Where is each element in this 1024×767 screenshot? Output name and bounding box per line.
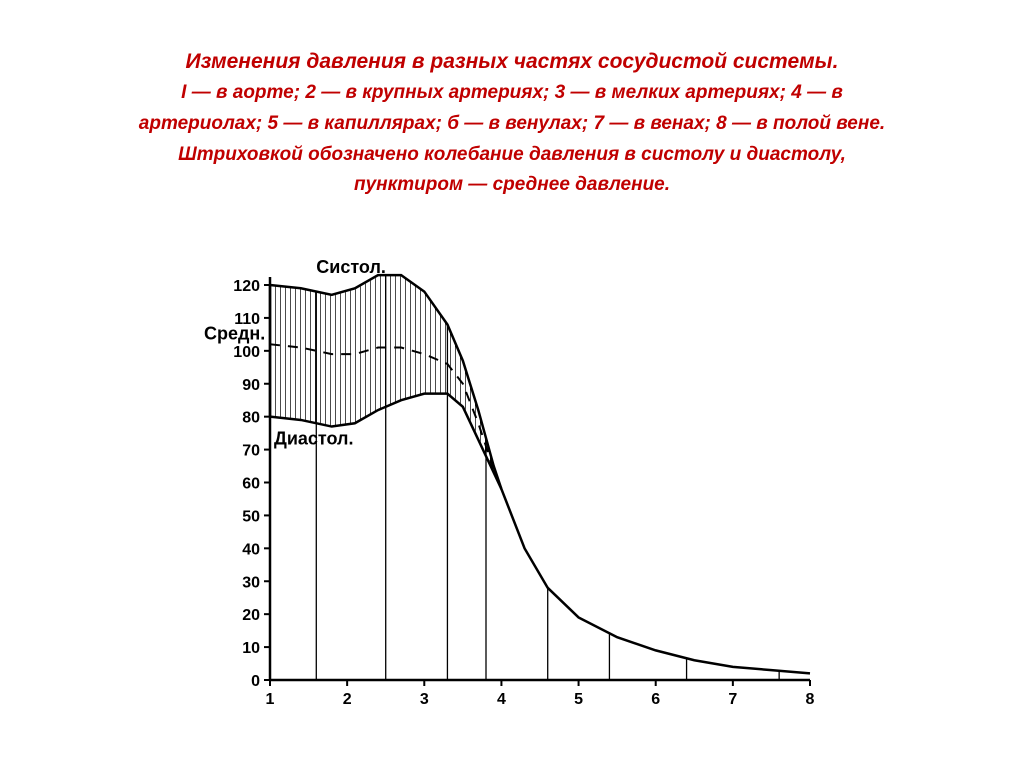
title-sub-1: I — в аорте; 2 — в крупных артериях; 3 —… xyxy=(40,80,984,107)
ytick-label: 100 xyxy=(233,344,260,361)
pressure-chart: 010203040506070809010011012012345678Сист… xyxy=(200,255,840,725)
diastolic-label: Диастол. xyxy=(274,429,353,449)
ytick-label: 50 xyxy=(242,508,260,525)
xtick-label: 1 xyxy=(266,691,275,708)
ytick-label: 60 xyxy=(242,476,260,493)
xtick-label: 7 xyxy=(728,691,737,708)
title-sub-2: артериолах; 5 — в капиллярах; б — в вену… xyxy=(40,111,984,138)
ytick-label: 90 xyxy=(242,377,260,394)
xtick-label: 8 xyxy=(806,691,815,708)
title-sub-4: пунктиром — среднее давление. xyxy=(40,172,984,199)
ytick-label: 30 xyxy=(242,574,260,591)
systolic-label: Систол. xyxy=(316,257,386,277)
ytick-label: 10 xyxy=(242,640,260,657)
ytick-label: 40 xyxy=(242,541,260,558)
xtick-label: 3 xyxy=(420,691,429,708)
title-main: Изменения давления в разных частях сосуд… xyxy=(40,48,984,76)
ytick-label: 120 xyxy=(233,278,260,295)
ytick-label: 80 xyxy=(242,410,260,427)
mean-label: Средн. xyxy=(204,323,265,343)
xtick-label: 6 xyxy=(651,691,660,708)
ytick-label: 0 xyxy=(251,673,260,690)
chart-svg: 010203040506070809010011012012345678Сист… xyxy=(200,255,840,725)
ytick-label: 20 xyxy=(242,607,260,624)
title-sub-3: Штриховкой обозначено колебание давления… xyxy=(40,142,984,169)
xtick-label: 5 xyxy=(574,691,583,708)
xtick-label: 2 xyxy=(343,691,352,708)
ytick-label: 70 xyxy=(242,443,260,460)
title-block: Изменения давления в разных частях сосуд… xyxy=(40,48,984,199)
xtick-label: 4 xyxy=(497,691,506,708)
